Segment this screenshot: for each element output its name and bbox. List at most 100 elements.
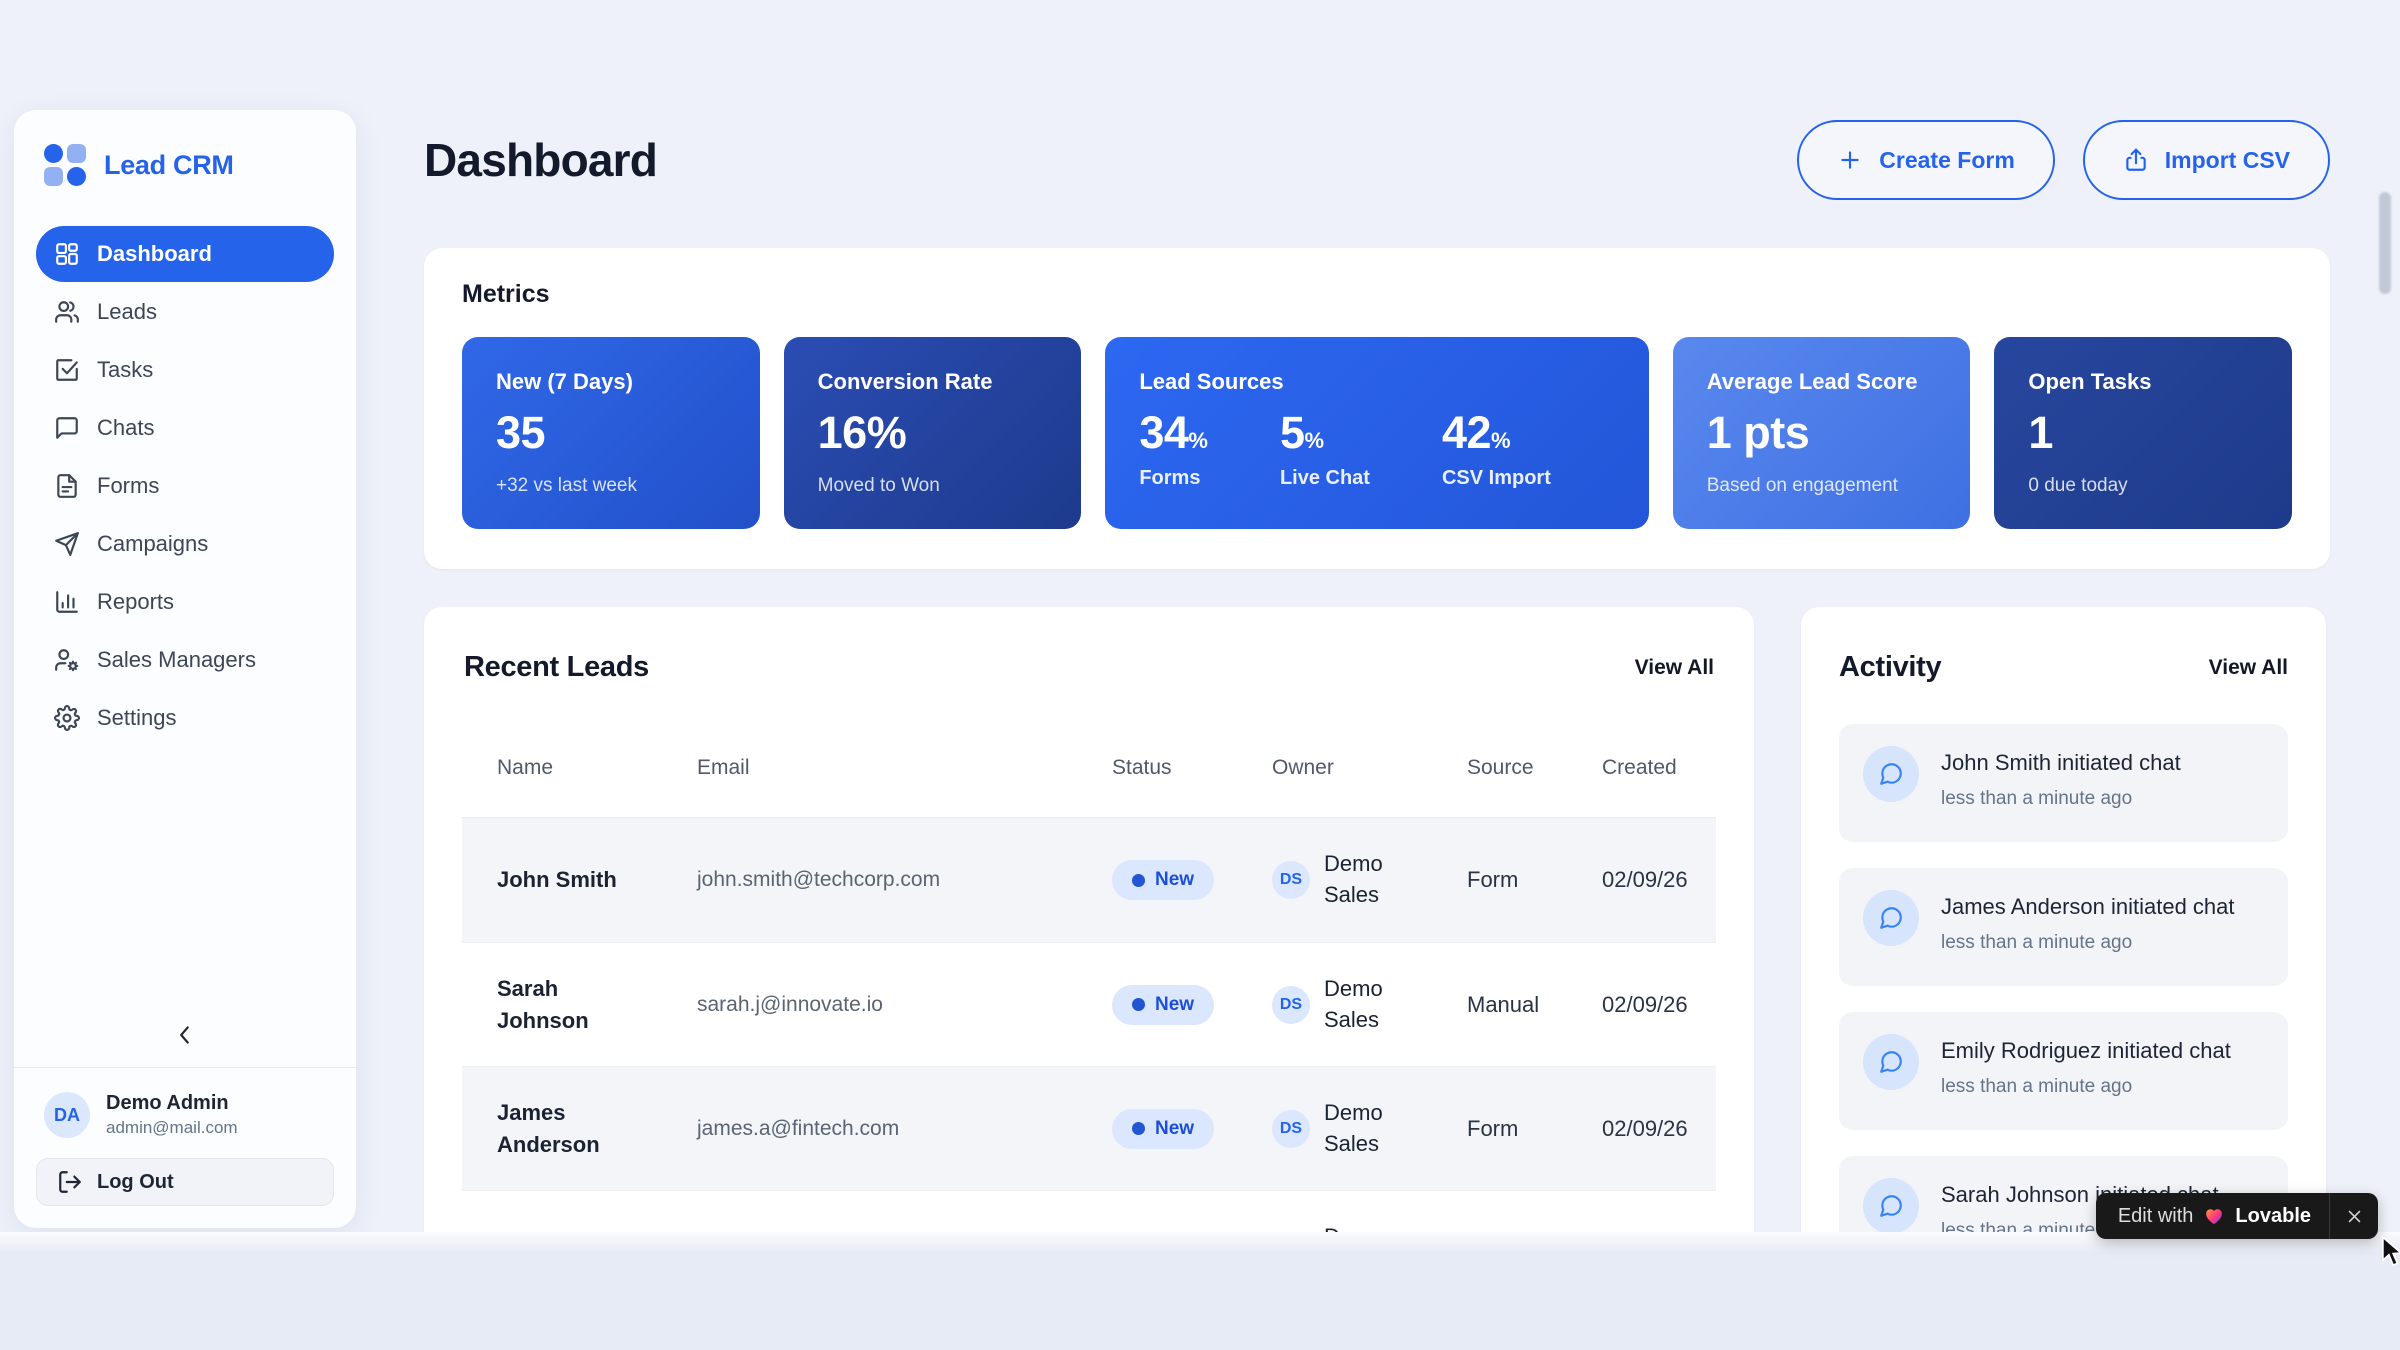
metric-title: Average Lead Score	[1706, 369, 1918, 394]
lovable-brand: Lovable	[2235, 1204, 2311, 1227]
lead-sources-stats: 34% Forms 5% Live Chat 42% CSV Imp	[1139, 407, 1614, 490]
column-header-name: Name	[497, 755, 554, 779]
column-header-status: Status	[1112, 755, 1172, 779]
lead-email: james.a@fintech.com	[697, 1116, 900, 1140]
logout-button[interactable]: Log Out	[36, 1158, 334, 1206]
table-row-3[interactable]: Alexandra New DS Demo Sales	[462, 1190, 1716, 1232]
metric-card-average-lead-score: Average Lead Score 1 pts Based on engage…	[1672, 337, 1971, 529]
metric-title: Conversion Rate	[817, 369, 993, 394]
metric-title: Open Tasks	[2028, 369, 2152, 394]
lead-email: john.smith@techcorp.com	[697, 868, 941, 891]
recent-leads-view-all-link[interactable]: View All	[1634, 655, 1714, 679]
sidebar-item-label: Reports	[97, 589, 175, 614]
lead-source: Form	[1467, 1115, 1519, 1141]
recent-leads-card: Recent Leads View All Name Email Status …	[424, 607, 1754, 1232]
activity-time: less than a minute ago	[1941, 932, 2133, 953]
sidebar-item-5[interactable]: Campaigns	[36, 516, 334, 572]
upload-icon	[2123, 147, 2149, 173]
sidebar-item-label: Tasks	[97, 357, 154, 382]
owner-avatar: DS	[1272, 1109, 1310, 1148]
metric-value: 1 pts	[1706, 407, 1810, 458]
sidebar-item-2[interactable]: Tasks	[36, 342, 334, 398]
sidebar-item-icon	[54, 589, 80, 615]
stat-label: CSV Import	[1441, 467, 1551, 489]
metric-value: 35	[496, 407, 546, 458]
import-csv-label: Import CSV	[2164, 146, 2290, 173]
metric-value: 16%	[817, 407, 907, 458]
close-icon[interactable]	[2330, 1193, 2378, 1239]
divider	[2329, 1193, 2330, 1239]
stat-value: 5	[1279, 407, 1305, 458]
lovable-badge[interactable]: Edit with Lovable	[2095, 1193, 2378, 1239]
lead-email: sarah.j@innovate.io	[697, 992, 883, 1016]
activity-view-all-link[interactable]: View All	[2208, 655, 2288, 679]
owner-avatar: DS	[1272, 861, 1310, 899]
stat-label: Live Chat	[1279, 467, 1370, 489]
chat-bubble-icon	[1863, 890, 1919, 946]
table-row-2[interactable]: James Anderson james.a@fintech.com New D…	[462, 1066, 1716, 1190]
metrics-section: Metrics New (7 Days) 35 +32 vs last week…	[424, 248, 2330, 569]
brand-name: Lead CRM	[104, 149, 234, 180]
sidebar-item-4[interactable]: Forms	[36, 458, 334, 514]
stat-unit: %	[1491, 428, 1511, 453]
sidebar-item-3[interactable]: Chats	[36, 400, 334, 456]
recent-leads-title: Recent Leads	[464, 651, 649, 683]
status-label: New	[1155, 869, 1195, 890]
status-label: New	[1155, 993, 1195, 1015]
activity-text: John Smith initiated chat	[1941, 750, 2181, 775]
stat-unit: %	[1304, 428, 1325, 453]
sidebar-item-label: Campaigns	[97, 531, 209, 556]
sidebar-item-icon	[54, 415, 80, 441]
activity-time: less than a minute ago	[1941, 1076, 2133, 1097]
metric-value: 1	[2028, 407, 2053, 458]
sidebar-item-6[interactable]: Reports	[36, 574, 334, 630]
sidebar-item-label: Settings	[97, 705, 177, 730]
activity-list-item-2: Emily Rodriguez initiated chat less than…	[1839, 1012, 2288, 1130]
owner-name: Demo Sales	[1324, 851, 1383, 907]
sidebar-item-1[interactable]: Leads	[36, 284, 334, 340]
chat-bubble-icon	[1863, 1178, 1919, 1232]
owner-name: Demo Sales	[1324, 1099, 1383, 1156]
leads-table-header: Name Email Status Owner Source Created	[462, 718, 1716, 818]
brand: Lead CRM	[36, 144, 334, 186]
chat-bubble-icon	[1863, 1034, 1919, 1090]
stat-label: Forms	[1139, 467, 1201, 489]
status-dot-icon	[1132, 998, 1145, 1011]
sidebar-nav: Dashboard Leads Tasks Chats	[36, 226, 334, 746]
table-row-0[interactable]: John Smith john.smith@techcorp.com New D…	[462, 818, 1716, 942]
column-header-owner: Owner	[1272, 755, 1334, 779]
sidebar-item-label: Forms	[97, 473, 160, 498]
divider	[14, 1067, 356, 1068]
lead-created: 02/09/26	[1602, 991, 1688, 1017]
user-avatar: DA	[44, 1092, 90, 1138]
user-email: admin@mail.com	[106, 1118, 238, 1137]
sidebar-item-icon	[54, 705, 80, 731]
status-dot-icon	[1132, 1122, 1145, 1135]
app-window: Lead CRM Dashboard Leads Tasks	[14, 0, 2330, 1232]
stat-value: 34	[1139, 407, 1189, 458]
column-header-created: Created	[1602, 755, 1677, 779]
stat-unit: %	[1188, 428, 1208, 453]
create-form-button[interactable]: Create Form	[1797, 120, 2055, 200]
sidebar-item-7[interactable]: Sales Managers	[36, 632, 334, 688]
plus-icon	[1837, 147, 1863, 173]
sidebar-item-0[interactable]: Dashboard	[36, 226, 334, 282]
owner-avatar: DS	[1272, 985, 1310, 1024]
sidebar-item-label: Sales Managers	[97, 647, 256, 672]
status-badge: New	[1112, 860, 1215, 900]
sidebar-item-8[interactable]: Settings	[36, 690, 334, 746]
main-content: Dashboard Create Form Import CSV Metrics…	[424, 0, 2330, 1232]
scrollbar[interactable]	[2379, 192, 2391, 294]
sidebar-item-label: Chats	[97, 415, 155, 440]
chevron-left-icon	[172, 1022, 198, 1053]
import-csv-button[interactable]: Import CSV	[2082, 120, 2330, 200]
sidebar-collapse-button[interactable]	[36, 1017, 334, 1057]
sidebar-item-icon	[54, 647, 80, 673]
metric-subtitle: Moved to Won	[817, 475, 940, 496]
table-row-1[interactable]: Sarah Johnson sarah.j@innovate.io New DS	[462, 942, 1716, 1066]
activity-list: John Smith initiated chat less than a mi…	[1839, 724, 2288, 1232]
sidebar-item-icon	[54, 357, 80, 383]
status-badge: New	[1112, 984, 1215, 1025]
owner-name: Demo Sales	[1324, 1222, 1396, 1232]
page-header: Dashboard Create Form Import CSV	[424, 120, 2330, 200]
